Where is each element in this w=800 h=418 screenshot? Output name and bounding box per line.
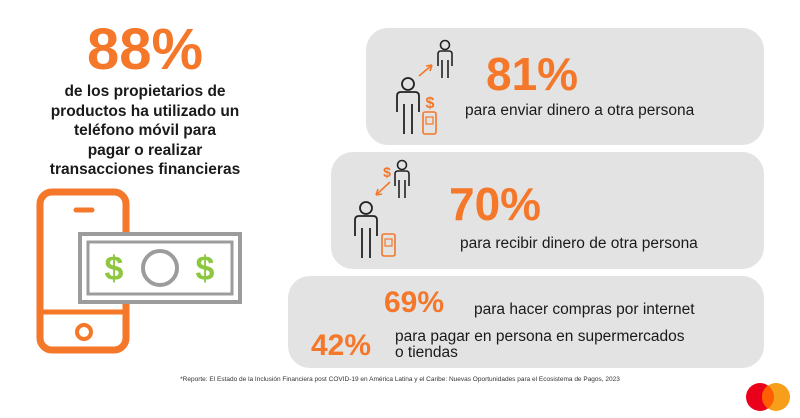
dollar-icon: $ [383,164,391,180]
hero-line: transacciones financieras [49,161,241,178]
footnote: *Reporte: El Estado de la Inclusión Fina… [180,376,620,383]
stat-send-text: para enviar dinero a otra persona [465,102,695,119]
dollar-icon: $ [196,250,215,288]
stat-card-purchases [288,276,764,368]
stat-online-text: para hacer compras por internet [474,301,695,318]
stat-card-send [366,28,764,145]
hero-line: teléfono móvil para [73,122,217,139]
mastercard-logo [746,383,790,411]
receive-money-icon: $ [354,159,410,258]
hero-percent: 88% [86,17,204,82]
send-money-icon: $ [396,39,453,135]
stat-receive-text: para recibir dinero de otra persona [460,235,698,252]
stat-online-percent: 69% [384,286,445,319]
hero-line: productos ha utilizado un [50,102,240,120]
stat-receive-percent: 70% [449,178,542,230]
hero-line: pagar o realizar [87,141,203,159]
hero-line: de los propietarios de [64,83,226,100]
dollar-icon: $ [426,95,435,112]
dollar-icon: $ [105,250,124,288]
stat-send-percent: 81% [486,48,579,100]
stat-instore-line: o tiendas [395,344,458,361]
hero-description: de los propietarios de productos ha util… [18,82,272,180]
stat-instore-text: para pagar en persona en supermercados o… [395,329,685,361]
stat-instore-line: para pagar en persona en supermercados [395,328,685,345]
phone-payment-icon: $ $ [36,188,242,354]
stat-instore-percent: 42% [311,329,372,362]
